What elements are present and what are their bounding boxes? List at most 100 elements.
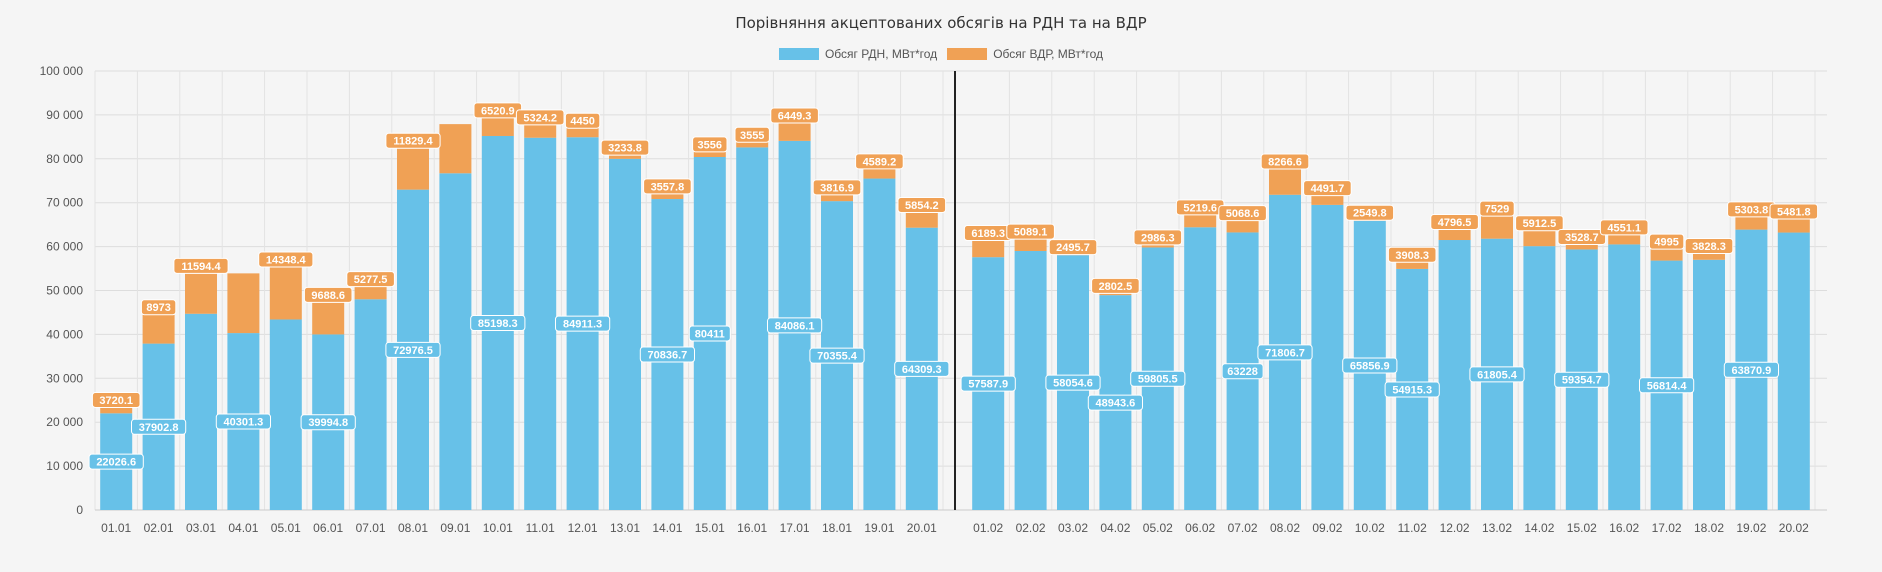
data-label-vdr: 3233.8 [600, 139, 650, 156]
data-label-vdr-text: 4551.1 [1607, 222, 1641, 234]
x-tick-label: 13.01 [610, 521, 640, 535]
data-label-rdn-text: 65856.9 [1350, 360, 1390, 372]
data-label-rdn-box [470, 314, 526, 331]
x-tick-label: 03.02 [1058, 521, 1088, 535]
data-label-rdn-box [639, 346, 695, 363]
x-tick-label: 12.02 [1440, 521, 1470, 535]
data-label-rdn-box [1723, 361, 1780, 378]
data-label-rdn: 39994.8 [300, 414, 356, 431]
data-label-rdn-text: 54915.3 [1392, 384, 1432, 396]
x-tick-label: 11.01 [526, 521, 555, 535]
data-label-rdn-text: 48943.6 [1096, 398, 1136, 410]
bar-rdn [1693, 259, 1725, 510]
data-label-vdr: 4491.7 [1303, 180, 1352, 197]
data-label-rdn: 54915.3 [1384, 381, 1440, 398]
data-label-vdr-box [1218, 205, 1267, 222]
data-label-vdr: 2549.8 [1345, 204, 1395, 221]
bar-vdr [227, 273, 260, 334]
x-tick-label: 02.01 [144, 521, 174, 535]
data-label-rdn-box [1639, 377, 1695, 394]
data-label-vdr-box [1091, 277, 1140, 294]
x-tick-label: 04.01 [228, 521, 258, 535]
data-label-rdn-box [1342, 357, 1398, 374]
x-tick-label: 10.02 [1355, 521, 1385, 535]
data-label-vdr-box [1599, 219, 1649, 236]
data-label-rdn-box [960, 375, 1016, 392]
bar-rdn [1523, 246, 1556, 510]
data-label-rdn-text: 57587.9 [968, 379, 1008, 391]
data-label-vdr-text: 5303.8 [1735, 204, 1769, 216]
data-label-rdn: 65856.9 [1342, 357, 1398, 374]
x-tick-label: 16.01 [737, 521, 767, 535]
data-label-vdr: 14348.4 [258, 251, 314, 268]
data-label-vdr-text: 3557.8 [651, 181, 685, 193]
x-tick-label: 15.02 [1567, 521, 1597, 535]
x-tick-label: 11.02 [1398, 521, 1427, 535]
data-label-vdr: 4551.1 [1599, 219, 1649, 236]
data-label-vdr-box [1557, 228, 1607, 245]
data-label-vdr-text: 3528.7 [1565, 232, 1599, 244]
data-label-rdn: 37902.8 [131, 418, 187, 435]
x-tick-label: 20.01 [907, 521, 937, 535]
data-label-rdn-text: 71806.7 [1265, 347, 1305, 359]
x-tick-label: 07.01 [356, 521, 386, 535]
y-tick-label: 0 [76, 503, 83, 517]
legend-swatch-rdn [778, 48, 819, 60]
data-label-vdr-box [1648, 233, 1685, 250]
data-label-vdr: 5303.8 [1727, 201, 1776, 218]
bar-rdn [1777, 232, 1810, 510]
data-label-rdn-box [1257, 344, 1313, 361]
data-label-vdr-box [1684, 237, 1734, 254]
x-tick-label: 16.02 [1609, 521, 1639, 535]
data-label-rdn-box [555, 315, 611, 332]
data-label-rdn-text: 84911.3 [563, 319, 602, 331]
y-tick-label: 70 000 [46, 196, 83, 210]
data-label-vdr: 3556 [692, 136, 728, 153]
data-label-rdn: 22026.6 [88, 453, 144, 470]
data-label-vdr: 5854.2 [897, 196, 947, 213]
data-label-vdr-box [1345, 204, 1395, 221]
data-label-vdr: 2802.5 [1091, 277, 1140, 294]
data-label-rdn-box [1130, 370, 1186, 387]
bar-rdn [736, 147, 769, 511]
data-label-vdr-box [600, 139, 650, 156]
data-label-rdn-text: 70836.7 [648, 350, 688, 362]
data-label-rdn: 70836.7 [639, 346, 695, 363]
data-label-rdn: 70355.4 [809, 347, 865, 364]
data-label-vdr-box [1769, 203, 1819, 220]
x-tick-label: 07.02 [1228, 521, 1258, 535]
data-label-vdr-box [812, 179, 862, 196]
data-label-rdn-box [809, 347, 865, 364]
legend-item-vdr[interactable]: Обсяг ВДР, МВт*год [947, 47, 1103, 61]
data-label-vdr-text: 4796.5 [1438, 217, 1472, 229]
data-label-vdr-box [1303, 180, 1352, 197]
data-label-rdn-text: 70355.4 [817, 351, 858, 363]
data-label-vdr: 6520.9 [473, 102, 523, 119]
data-label-rdn-box [1554, 371, 1610, 388]
x-tick-label: 08.01 [398, 521, 428, 535]
legend-item-rdn[interactable]: Обсяг РДН, МВт*год [778, 47, 937, 61]
data-label-vdr-box [1133, 229, 1183, 246]
x-tick-label: 04.02 [1100, 521, 1130, 535]
data-label-vdr: 5277.5 [346, 271, 395, 288]
x-tick-label: 06.02 [1185, 521, 1215, 535]
data-label-vdr-text: 6449.3 [778, 111, 812, 123]
data-label-rdn: 40301.3 [215, 413, 272, 430]
data-label-vdr-box [734, 126, 770, 143]
x-tick-label: 03.01 [186, 521, 216, 535]
data-label-vdr: 3555 [734, 126, 770, 143]
y-tick-label: 40 000 [46, 327, 83, 341]
data-label-rdn: 48943.6 [1087, 394, 1144, 411]
data-label-rdn-text: 37902.8 [139, 422, 179, 434]
data-label-vdr-text: 2986.3 [1141, 232, 1175, 244]
bar-rdn [439, 173, 472, 511]
data-label-vdr-text: 5277.5 [354, 274, 388, 286]
data-label-rdn-text: 59354.7 [1562, 375, 1602, 387]
data-label-rdn-text: 63870.9 [1732, 365, 1772, 377]
data-label-vdr-box [385, 132, 441, 149]
data-label-vdr-text: 5481.8 [1777, 206, 1811, 218]
data-label-rdn-box [688, 325, 731, 342]
data-label-rdn-text: 72976.5 [393, 345, 433, 357]
x-tick-label: 13.02 [1482, 521, 1512, 535]
